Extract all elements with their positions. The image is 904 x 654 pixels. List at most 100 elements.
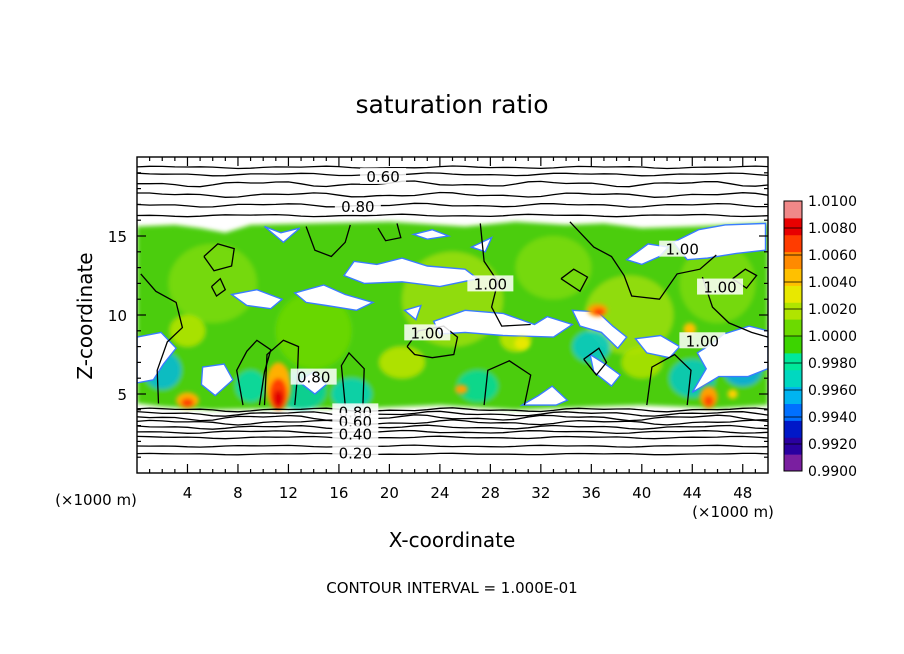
subsaturated-region [264, 225, 301, 244]
subsaturated-region [293, 284, 375, 312]
colorbar-label: 1.0080 [808, 221, 857, 237]
colorbar-swatch [784, 454, 802, 472]
contour-line [137, 414, 768, 422]
contour-line [236, 339, 272, 406]
field-tint [457, 370, 498, 402]
colorbar-swatch [784, 302, 802, 320]
plot-area [137, 157, 768, 473]
contour-line [137, 429, 768, 435]
contour-line [137, 419, 768, 426]
contour-label: 0.40 [339, 426, 372, 444]
x-axis-units: (×1000 m) [692, 503, 774, 521]
x-tick-label: 48 [733, 484, 752, 502]
colorbar-label: 0.9900 [808, 464, 857, 480]
colorbar-label: 1.0040 [808, 275, 857, 291]
colorbar-swatch [784, 352, 802, 371]
contour-label-bg [467, 275, 514, 292]
chart-title: saturation ratio [355, 90, 548, 119]
contour-label-bg [332, 412, 379, 429]
contour-line [569, 221, 717, 300]
x-tick-label: 44 [683, 484, 702, 502]
contour-line [340, 351, 365, 406]
contour-label-bg [334, 197, 381, 214]
supersaturated-spot [593, 308, 605, 316]
contour-line [479, 223, 531, 327]
colorbar-swatch [784, 201, 802, 219]
contour-line [210, 277, 227, 297]
contour-line [377, 223, 402, 242]
subsaturated-region [691, 325, 768, 394]
y-tick-label: 15 [108, 228, 127, 246]
contour-line [137, 410, 768, 417]
colorbar-swatch [784, 336, 802, 354]
colorbar-swatch [784, 285, 802, 303]
contour-labels: 0.600.801.001.001.001.001.000.800.600.40… [290, 167, 744, 462]
contour-line [137, 444, 768, 448]
colorbar-swatch [784, 234, 802, 253]
contour-line [701, 276, 768, 338]
contour-line [137, 202, 768, 208]
contour-line [646, 353, 692, 406]
contour-lines [137, 165, 768, 456]
x-tick-label: 8 [233, 484, 243, 502]
subsaturated-region [403, 304, 423, 321]
field-tint [275, 292, 352, 369]
colorbar-label: 1.0060 [808, 248, 857, 264]
contour-line [137, 213, 768, 218]
subsaturated-region [432, 309, 575, 338]
colorbar-label: 0.9940 [808, 410, 857, 426]
contour-label-bg [404, 324, 451, 341]
colorbar-label: 1.0020 [808, 302, 857, 318]
colorbar-swatch [784, 403, 802, 421]
field-tint [168, 243, 257, 323]
x-axis-label: X-coordinate [389, 528, 516, 552]
colorbar-swatch [784, 319, 802, 337]
contour-line [137, 172, 768, 177]
colorbar-label: 0.9960 [808, 383, 857, 399]
colorbar-swatch [784, 437, 802, 455]
colorbar-label: 1.0000 [808, 329, 857, 345]
colorbar: 1.0100 1.0080 1.0060 1.0040 1.0020 1.0000 0.99… [783, 194, 857, 480]
contour-label-bg [360, 167, 407, 184]
contour-label-bg [697, 278, 744, 295]
colorbar-label: 1.0100 [808, 194, 857, 210]
contour-label: 1.00 [474, 275, 507, 293]
subsaturated-region [519, 385, 569, 406]
contour-label: 1.00 [703, 279, 736, 297]
x-tick-label: 32 [531, 484, 550, 502]
subsaturated-region [410, 228, 452, 240]
contour-label: 1.00 [411, 324, 444, 342]
x-tick-label: 24 [430, 484, 449, 502]
field-tint [235, 370, 266, 402]
contour-line [137, 180, 768, 188]
field-tint [572, 330, 611, 363]
colorbar-swatch [784, 217, 802, 236]
supersaturated-spot [514, 337, 530, 350]
contour-label: 1.00 [665, 241, 698, 259]
x-tick-label: 28 [481, 484, 500, 502]
contour-line [137, 452, 768, 456]
supersaturated-spots [176, 303, 738, 410]
contour-label: 0.60 [366, 168, 399, 186]
y-tick-label: 10 [108, 307, 127, 325]
colorbar-swatch [784, 420, 802, 438]
subsaturated-region [229, 288, 284, 310]
x-axis-ticks: 4 8 12 16 20 24 28 32 36 40 44 48 [149, 157, 756, 502]
subsaturated-region [469, 236, 494, 253]
supersaturated-spot [273, 390, 284, 408]
contour-interval-note: CONTOUR INTERVAL = 1.000E-01 [326, 579, 577, 597]
x-tick-label: 4 [183, 484, 193, 502]
colorbar-swatch [784, 268, 802, 286]
field-tint [169, 315, 206, 347]
supersaturated-spot [727, 389, 738, 399]
contour-line [483, 360, 532, 406]
y-axis-label: Z-coordinate [73, 252, 97, 379]
field-tint [379, 346, 425, 379]
contour-line [305, 224, 351, 258]
subsaturated-region [589, 353, 622, 388]
x-tick-label: 12 [279, 484, 298, 502]
contour-label-bg [679, 332, 726, 349]
contour-line [137, 165, 768, 170]
contour-line [137, 424, 768, 430]
